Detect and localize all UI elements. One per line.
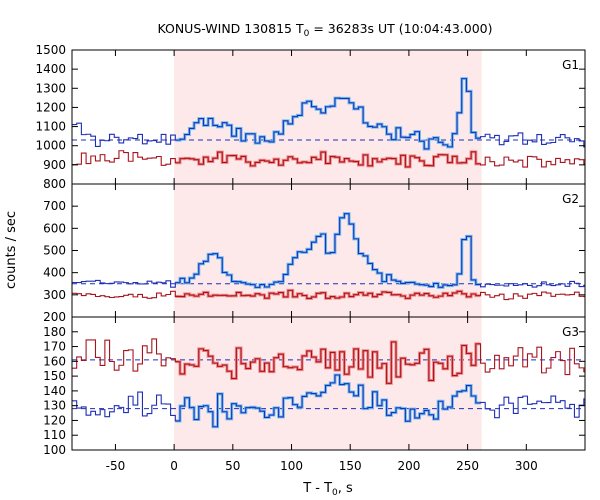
panel-label: G2 xyxy=(562,192,579,206)
y-tick-label: 600 xyxy=(43,221,66,235)
y-tick-label: 1500 xyxy=(35,43,66,57)
x-tick-label: 250 xyxy=(456,459,479,473)
y-tick-label: 100 xyxy=(43,443,66,457)
x-tick-label: 300 xyxy=(515,459,538,473)
y-tick-label: 800 xyxy=(43,177,66,191)
y-tick-label: 700 xyxy=(43,199,66,213)
panel-g1: 900 1000 1100 1200 1300 1400 1500 G1 xyxy=(35,43,586,185)
y-tick-label: 180 xyxy=(43,325,66,339)
x-tick-label: 150 xyxy=(339,459,362,473)
y-tick-label: 200 xyxy=(43,310,66,324)
panel-frame xyxy=(71,316,586,451)
series-blue xyxy=(72,78,585,150)
x-tick-label: 50 xyxy=(225,459,240,473)
panel-g2: 200 300 400 500 600 700 800 G2 xyxy=(43,177,586,324)
x-tick-label: 0 xyxy=(170,459,178,473)
panel-label: G3 xyxy=(562,325,579,339)
panel-label: G1 xyxy=(562,58,579,72)
y-tick-label: 500 xyxy=(43,244,66,258)
y-tick-label: 1400 xyxy=(35,62,66,76)
y-tick-label: 1300 xyxy=(35,81,66,95)
series-red xyxy=(72,338,585,384)
y-tick-label: 1100 xyxy=(35,120,66,134)
x-axis-title: T - T0, s xyxy=(302,481,353,498)
plot-area: 900100011001200130014001500G120030040050… xyxy=(35,43,586,473)
y-tick-label: 110 xyxy=(43,428,66,442)
y-tick-label: 150 xyxy=(43,369,66,383)
series-blue xyxy=(72,374,585,428)
y-tick-label: 1200 xyxy=(35,100,66,114)
y-tick-label: 160 xyxy=(43,354,66,368)
x-tick-label: -50 xyxy=(106,459,126,473)
y-tick-label: 120 xyxy=(43,413,66,427)
x-tick-label: 100 xyxy=(280,459,303,473)
shaded-interval xyxy=(174,317,482,450)
x-tick-label: 200 xyxy=(397,459,420,473)
y-tick-label: 1000 xyxy=(35,139,66,153)
y-tick-label: 400 xyxy=(43,266,66,280)
y-tick-label: 170 xyxy=(43,340,66,354)
series-red xyxy=(72,289,585,301)
series-blue xyxy=(72,213,585,288)
chart-title: KONUS-WIND 130815 T0 = 36283s UT (10:04:… xyxy=(157,21,492,39)
y-tick-label: 130 xyxy=(43,399,66,413)
y-tick-label: 300 xyxy=(43,288,66,302)
y-axis-title: counts / sec xyxy=(4,211,19,289)
y-tick-label: 140 xyxy=(43,384,66,398)
y-tick-label: 900 xyxy=(43,158,66,172)
series-red xyxy=(72,150,585,168)
